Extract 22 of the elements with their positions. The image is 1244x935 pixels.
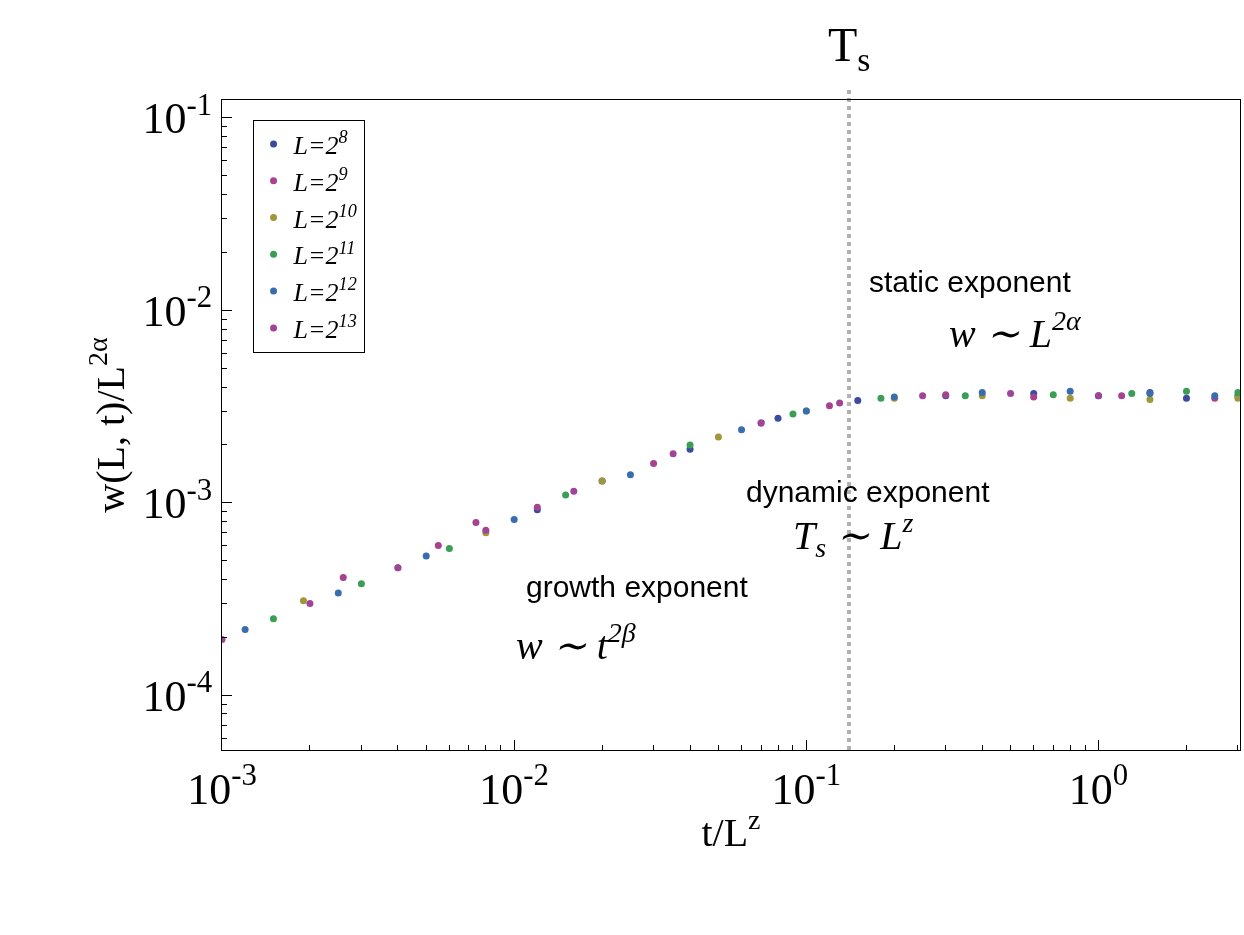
ref-line-label: T$_{s}$ <box>828 18 871 79</box>
x-tick-label: 10$^{-2}$ <box>479 758 549 814</box>
y-tick-label: 10$^{-2}$ <box>142 280 213 336</box>
legend-label: L=2$^{11}$ <box>292 237 356 271</box>
annotation: growth exponent <box>526 570 749 603</box>
legend-label: L=2$^{8}$ <box>292 127 348 161</box>
legend-label: L=2$^{10}$ <box>292 200 357 234</box>
y-tick-label: 10$^{-4}$ <box>142 665 213 721</box>
annotation: w ∼ L$^{2α}$ <box>949 305 1082 356</box>
x-axis-title: t/L$^{z}$ <box>701 804 761 856</box>
x-tick-label: 10$^{0}$ <box>1068 758 1129 814</box>
legend-label: L=2$^{9}$ <box>292 163 348 197</box>
annotation: static exponent <box>869 265 1072 298</box>
x-tick-label: 10$^{-1}$ <box>771 758 842 814</box>
x-tick-label: 10$^{-3}$ <box>187 758 257 814</box>
annotation: T$_{s}$ ∼ L$^{z}$ <box>793 507 914 564</box>
legend-label: L=2$^{12}$ <box>292 274 357 308</box>
legend-label: L=2$^{13}$ <box>292 311 357 345</box>
annotation: w ∼ t$^{2β}$ <box>516 617 636 668</box>
y-tick-label: 10$^{-1}$ <box>142 87 213 144</box>
y-tick-label: 10$^{-3}$ <box>142 472 213 529</box>
annotation: dynamic exponent <box>746 475 991 508</box>
